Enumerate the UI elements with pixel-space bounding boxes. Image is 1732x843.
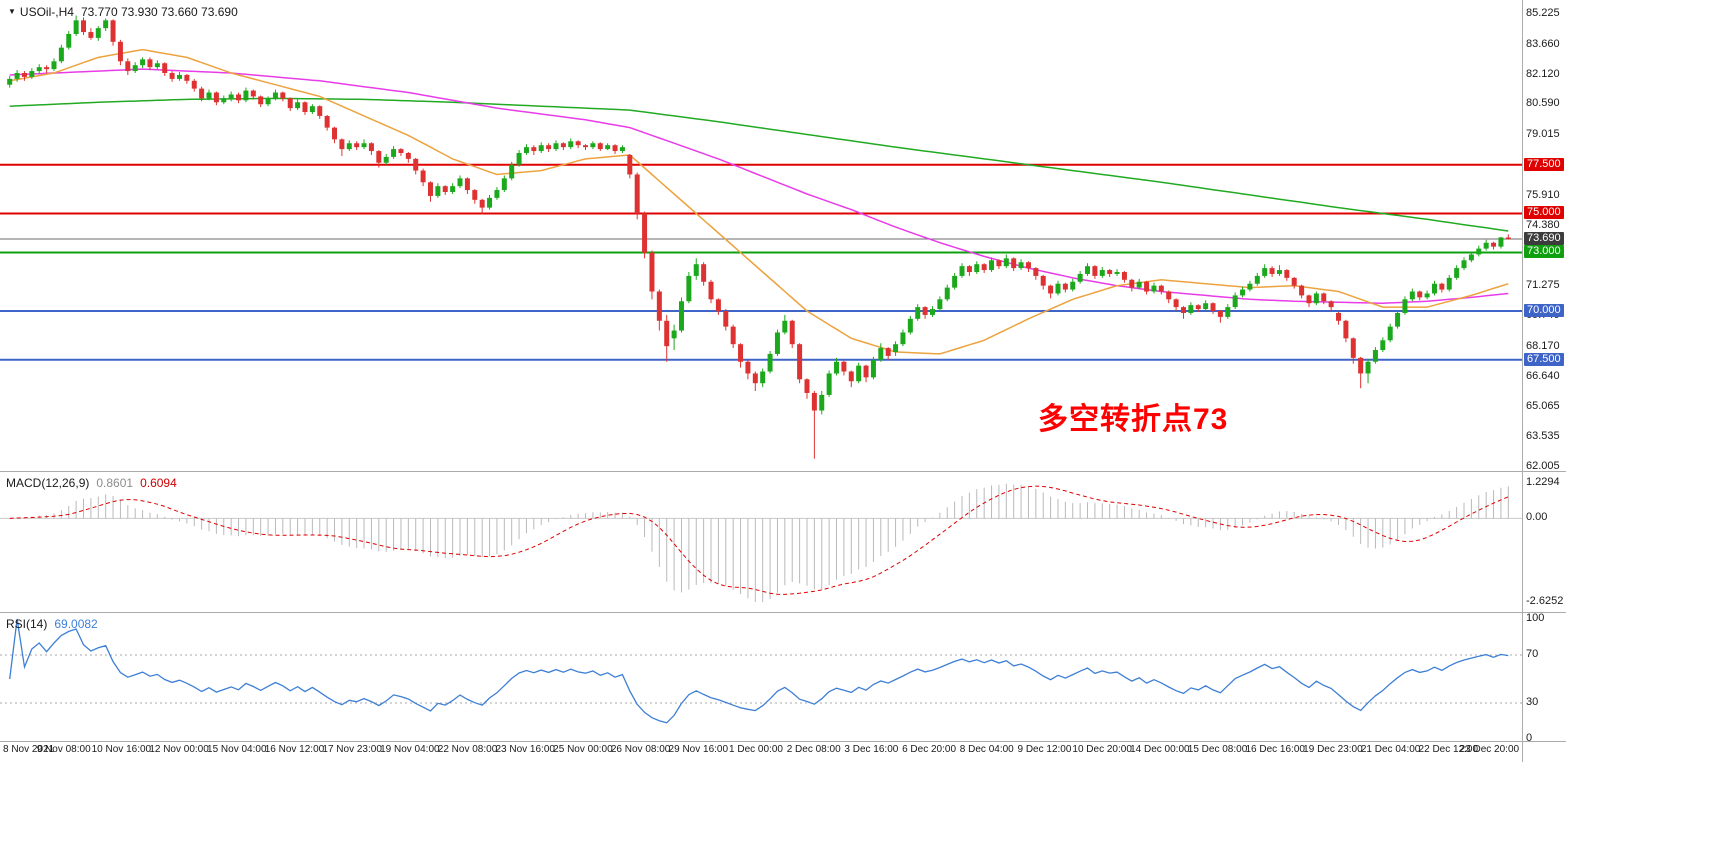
- time-axis-label: 10 Nov 16:00: [91, 744, 152, 755]
- chart-dropdown-icon[interactable]: ▼: [8, 7, 16, 16]
- time-axis-label: 19 Dec 23:00: [1303, 744, 1363, 755]
- rsi-label: RSI(14): [6, 617, 48, 631]
- macd-layer: [0, 483, 1522, 603]
- time-axis-label: 10 Dec 20:00: [1072, 744, 1132, 755]
- time-axis[interactable]: 8 Nov 2021 9 Nov 08:00 10 Nov 16:00 12 Nov …: [0, 743, 1522, 761]
- axis-label: 79.015: [1526, 128, 1560, 141]
- axis-label: 1.2294: [1526, 476, 1560, 488]
- axis-label: 75.910: [1526, 188, 1560, 201]
- rsi-title: RSI(14) 69.0082: [6, 617, 98, 631]
- macd-title: MACD(12,26,9) 0.8601 0.6094: [6, 476, 177, 490]
- time-axis-label: 8 Nov 2021: [3, 744, 55, 755]
- fast-ma-orange: [9, 48, 1509, 355]
- macd-label: MACD(12,26,9): [6, 476, 90, 490]
- axis-label: -2.6252: [1526, 595, 1564, 607]
- time-axis-label: 9 Nov 08:00: [36, 744, 91, 755]
- chart-title: ▼ USOil-,H4 73.770 73.930 73.660 73.690: [8, 5, 238, 19]
- axis-label: 71.275: [1526, 279, 1560, 292]
- time-axis-label: 22 Dec 12:00: [1418, 744, 1479, 755]
- price-scale-border: [1522, 0, 1523, 762]
- price-level-badge: 75.000: [1524, 206, 1564, 220]
- axis-label: 70: [1526, 648, 1539, 660]
- macd-signal-line: [9, 485, 1509, 595]
- axis-label: 80.590: [1526, 97, 1560, 110]
- time-axis-label: 19 Nov 04:00: [380, 744, 440, 755]
- time-axis-label: 23 Nov 16:00: [495, 744, 555, 755]
- price-level-badge: 70.000: [1524, 304, 1564, 318]
- mid-ma-magenta: [9, 68, 1509, 304]
- axis-label: 66.640: [1526, 369, 1560, 382]
- time-axis-label: 12 Nov 00:00: [149, 744, 209, 755]
- rsi-value: 69.0082: [54, 617, 98, 631]
- rsi-layer: [0, 618, 1522, 724]
- time-axis-label: 15 Nov 04:00: [207, 744, 267, 755]
- time-axis-label: 29 Nov 16:00: [668, 744, 729, 755]
- macd-signal-value: 0.6094: [140, 476, 177, 490]
- macd-rsi-separator[interactable]: [0, 612, 1566, 613]
- time-axis-label: 17 Nov 23:00: [322, 744, 382, 755]
- candles-layer: [7, 15, 1511, 459]
- ohlc-values: 73.770 73.930 73.660 73.690: [80, 5, 238, 19]
- axis-label: 100: [1526, 612, 1545, 624]
- time-axis-label: 2 Dec 08:00: [786, 744, 841, 755]
- axis-label: 68.170: [1526, 339, 1560, 352]
- axis-label: 0: [1526, 732, 1533, 744]
- axis-label: 82.120: [1526, 67, 1560, 80]
- rsi-line: [9, 618, 1509, 724]
- time-axis-label: 1 Dec 00:00: [729, 744, 783, 755]
- rsi-axis-separator: [0, 741, 1566, 742]
- time-axis-label: 16 Dec 16:00: [1245, 744, 1305, 755]
- symbol-label: USOil-,H4: [19, 5, 74, 19]
- time-axis-label: 21 Dec 04:00: [1360, 744, 1421, 755]
- price-level-badge: 73.690: [1524, 232, 1564, 246]
- time-axis-label: 3 Dec 16:00: [844, 744, 899, 755]
- price-scale-column[interactable]: 85.225 83.660 82.120 80.590 79.015 75.910 74.3…: [1523, 0, 1566, 762]
- time-axis-label: 22 Nov 08:00: [437, 744, 498, 755]
- time-axis-label: 23 Dec 20:00: [1459, 744, 1520, 755]
- time-axis-label: 16 Nov 12:00: [264, 744, 325, 755]
- axis-label: 74.380: [1526, 218, 1560, 231]
- price-level-badge: 77.500: [1524, 157, 1564, 171]
- time-axis-label: 9 Dec 12:00: [1017, 744, 1072, 755]
- annotation-text: 多空转折点73: [1038, 403, 1229, 436]
- axis-label: 62.005: [1526, 460, 1560, 472]
- axis-label: 0.00: [1526, 511, 1548, 524]
- time-axis-label: 25 Nov 00:00: [553, 744, 613, 755]
- chart-plot-svg[interactable]: [0, 0, 1522, 762]
- price-level-badge: 67.500: [1524, 352, 1564, 366]
- moving-averages-layer: [9, 48, 1509, 355]
- level-lines-layer: [0, 163, 1522, 361]
- macd-main-value: 0.8601: [96, 476, 134, 490]
- time-axis-label: 8 Dec 04:00: [959, 744, 1014, 755]
- price-macd-separator[interactable]: [0, 471, 1566, 472]
- price-level-badge: 73.000: [1524, 245, 1564, 259]
- time-axis-label: 6 Dec 20:00: [902, 744, 957, 755]
- axis-label: 83.660: [1526, 37, 1560, 50]
- time-axis-label: 26 Nov 08:00: [610, 744, 671, 755]
- axis-label: 85.225: [1526, 7, 1560, 19]
- axis-label: 65.065: [1526, 400, 1560, 413]
- axis-label: 30: [1526, 696, 1539, 708]
- axis-label: 63.535: [1526, 430, 1560, 443]
- time-axis-label: 15 Dec 08:00: [1187, 744, 1248, 755]
- time-axis-label: 14 Dec 00:00: [1130, 744, 1190, 755]
